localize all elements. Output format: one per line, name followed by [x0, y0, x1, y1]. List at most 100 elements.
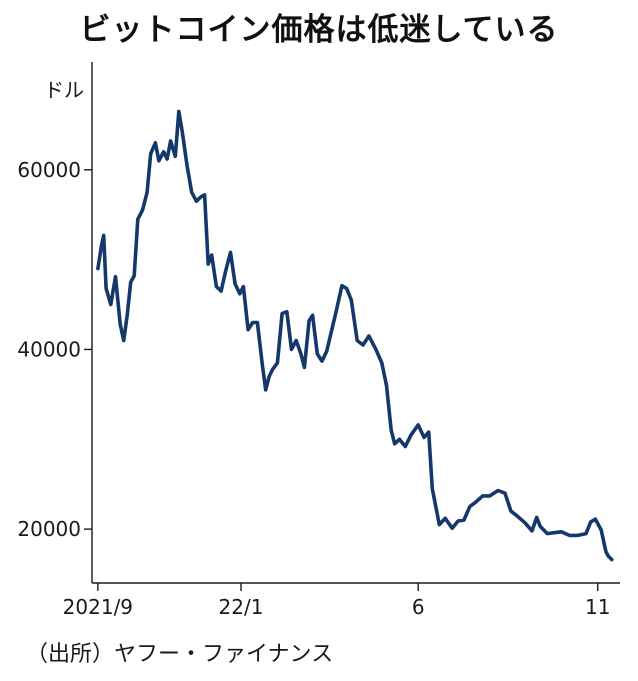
price-data-point: [462, 518, 466, 522]
price-data-point: [271, 367, 275, 371]
price-series-line: [96, 109, 614, 562]
price-data-point: [114, 275, 117, 279]
price-data-point: [535, 516, 539, 519]
price-data-point: [437, 523, 441, 526]
price-data-point: [242, 285, 245, 288]
price-data-point: [398, 437, 401, 441]
price-data-point: [509, 509, 513, 513]
price-data-point: [374, 348, 378, 351]
price-data-point: [320, 359, 324, 363]
y-tick-label: 60000: [17, 158, 81, 182]
price-data-point: [340, 284, 344, 288]
price-data-point: [299, 352, 303, 356]
price-data-point: [393, 442, 397, 446]
price-data-point: [594, 517, 597, 521]
price-data-point: [330, 330, 333, 333]
price-data-point: [345, 287, 348, 290]
price-data-point: [361, 343, 365, 347]
x-tick-label: 2021/9: [63, 595, 133, 619]
price-data-point: [195, 199, 198, 203]
price-data-point: [568, 534, 571, 537]
price-data-point: [125, 313, 129, 317]
y-unit-label: ドル: [44, 78, 84, 102]
price-data-point: [523, 521, 527, 525]
price-data-point: [149, 152, 153, 156]
price-data-point: [233, 282, 237, 286]
price-data-point: [315, 352, 319, 356]
price-data-point: [589, 520, 593, 524]
price-data-point: [422, 436, 426, 439]
price-data-point: [177, 110, 181, 113]
price-data-point: [141, 208, 144, 212]
price-data-point: [264, 388, 268, 392]
price-data-point: [154, 141, 157, 145]
price-data-point: [530, 529, 534, 533]
price-data-point: [538, 525, 542, 528]
x-axis-ticks: 2021/9 22/1 6 11: [63, 583, 610, 619]
price-data-point: [285, 310, 289, 314]
price-data-point: [104, 287, 108, 290]
price-data-point: [488, 494, 492, 498]
price-data-point: [545, 532, 549, 535]
price-data-point: [219, 289, 223, 293]
price-data-point: [145, 190, 149, 194]
price-data-point: [430, 487, 434, 491]
price-data-point: [157, 159, 161, 163]
price-data-point: [280, 312, 284, 315]
price-data-point: [118, 322, 122, 326]
price-data-point: [109, 303, 113, 306]
price-data-point: [185, 163, 189, 167]
price-data-point: [468, 505, 472, 508]
price-data-point: [604, 550, 608, 553]
y-axis-ticks: 20000 40000 60000: [17, 158, 92, 541]
price-data-point: [389, 428, 393, 432]
price-data-point: [303, 366, 306, 369]
price-data-point: [481, 494, 485, 498]
price-data-point: [576, 534, 580, 537]
price-data-point: [443, 516, 447, 520]
price-data-point: [325, 349, 329, 353]
price-data-point: [246, 328, 250, 332]
price-data-point: [385, 384, 388, 387]
price-data-point: [294, 339, 298, 342]
price-data-point: [409, 433, 413, 437]
series-layer: [96, 109, 614, 562]
price-data-point: [173, 154, 177, 158]
price-data-point: [122, 339, 126, 342]
price-data-point: [416, 423, 420, 427]
source-note: （出所）ヤフー・ファイナンス: [26, 642, 334, 667]
price-data-point: [584, 532, 588, 535]
price-data-point: [224, 269, 228, 272]
price-data-point: [162, 150, 166, 154]
price-data-point: [256, 321, 259, 324]
price-data-point: [102, 234, 106, 237]
price-data-point: [203, 193, 207, 197]
price-data-point: [334, 310, 338, 314]
x-tick-label: 11: [585, 595, 610, 619]
price-data-point: [132, 274, 136, 278]
price-data-point: [515, 514, 519, 517]
price-data-point: [503, 491, 507, 495]
price-data-point: [180, 130, 184, 134]
price-data-point: [427, 430, 431, 434]
price-data-point: [456, 519, 460, 523]
price-data-point: [355, 339, 359, 342]
price-data-point: [215, 285, 218, 288]
price-data-point: [199, 195, 203, 199]
price-data-point: [434, 505, 438, 508]
y-tick-label: 20000: [17, 517, 81, 541]
price-data-point: [403, 445, 407, 448]
price-data-point: [129, 280, 133, 284]
price-data-point: [251, 321, 255, 324]
price-data-point: [450, 526, 454, 530]
price-data-point: [260, 361, 264, 365]
price-data-point: [229, 251, 232, 254]
x-tick-label: 6: [412, 595, 425, 619]
price-data-point: [380, 361, 384, 365]
price-data-point: [238, 292, 242, 296]
price-data-point: [367, 334, 371, 338]
price-data-point: [311, 313, 314, 317]
price-data-point: [474, 500, 478, 504]
price-data-point: [96, 267, 100, 270]
